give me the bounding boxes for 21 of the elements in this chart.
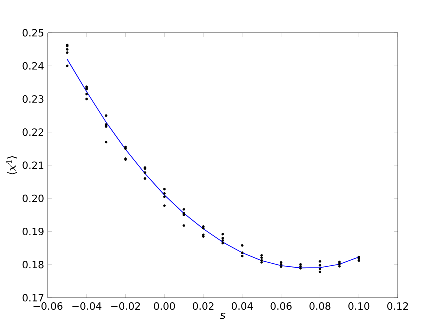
- x-tick-label: −0.06: [34, 302, 63, 310]
- x-tick-label: −0.02: [112, 302, 140, 310]
- y-tick-label: 0.18: [22, 261, 44, 269]
- x-axis-title: s: [220, 312, 226, 320]
- x-tick-label: 0.08: [310, 302, 331, 310]
- y-tick-label: 0.21: [22, 162, 44, 170]
- x-tick-label: 0.02: [193, 302, 214, 310]
- x-tick-label: 0.10: [348, 302, 370, 310]
- y-tick-label: 0.23: [22, 95, 44, 104]
- x-tick-label: 0.12: [388, 302, 408, 310]
- y-tick-label: 0.25: [22, 29, 44, 37]
- x-tick-label: 0.00: [154, 302, 176, 310]
- y-tick-label: 0.19: [22, 228, 44, 236]
- y-tick-label: 0.20: [22, 194, 44, 202]
- y-tick-label: 0.24: [22, 62, 44, 70]
- y-tick-label: 0.17: [22, 294, 44, 302]
- x-tick-label: 0.06: [270, 302, 292, 310]
- y-tick-label: 0.22: [22, 128, 44, 136]
- x-tick-label: 0.04: [232, 302, 254, 310]
- y-axis-title: ⟨x$^{4}$⟩: [6, 156, 18, 175]
- x-tick-label: −0.04: [72, 302, 102, 310]
